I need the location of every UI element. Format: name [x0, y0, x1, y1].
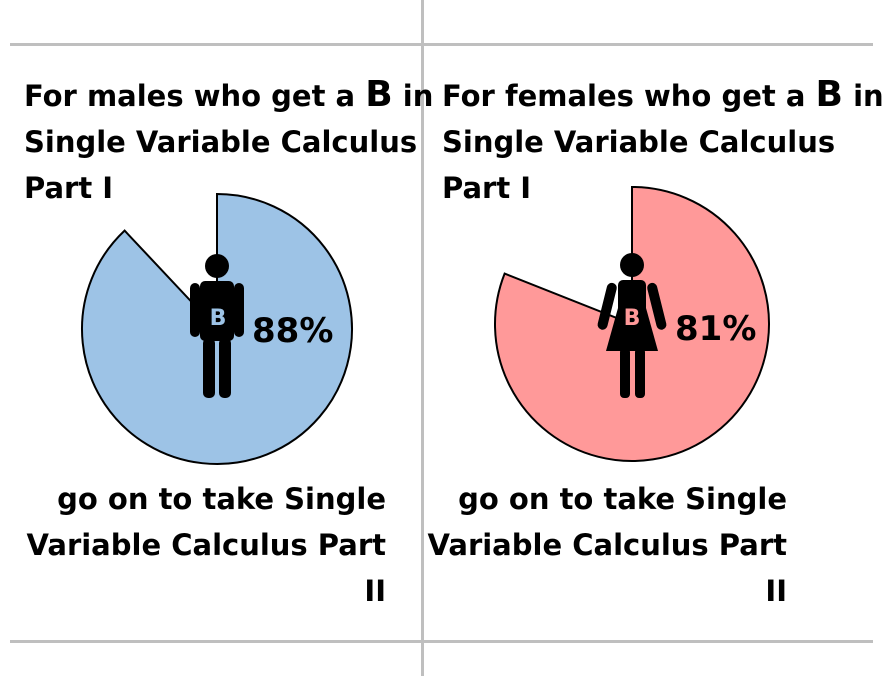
female-caption-line3: II — [765, 574, 787, 608]
female-percent-label: 81% — [675, 309, 756, 349]
female-figure-icon — [597, 253, 667, 398]
female-panel: For females who get a B in Single Variab… — [428, 46, 883, 640]
male-figure-icon — [190, 254, 244, 398]
female-heading-line1: For females who get a B in — [442, 72, 883, 119]
male-heading-grade: B — [365, 74, 393, 115]
female-caption: go on to take Single Variable Calculus P… — [428, 476, 787, 614]
female-heading-grade: B — [815, 74, 843, 115]
bottom-divider — [10, 640, 873, 643]
male-percent-label: 88% — [252, 311, 333, 351]
female-heading-line3: Part I — [442, 171, 532, 205]
female-heading-line2: Single Variable Calculus — [442, 125, 836, 159]
male-heading-line2: Single Variable Calculus — [24, 125, 418, 159]
male-heading-suffix: in — [402, 79, 434, 113]
male-pie-chart: B 88% — [81, 192, 353, 465]
female-caption-line1: go on to take Single — [458, 482, 787, 516]
male-caption: go on to take Single Variable Calculus P… — [27, 476, 386, 614]
female-heading-suffix: in — [853, 79, 883, 113]
female-badge: B — [624, 306, 641, 331]
female-heading-prefix: For females who get a — [442, 79, 806, 113]
center-divider — [421, 0, 424, 676]
female-heading: For females who get a B in Single Variab… — [442, 72, 883, 211]
male-heading-line3: Part I — [24, 171, 114, 205]
male-caption-line2: Variable Calculus Part — [26, 528, 386, 562]
male-caption-line1: go on to take Single — [57, 482, 386, 516]
male-badge: B — [210, 306, 227, 331]
male-heading: For males who get a B in Single Variable… — [24, 72, 433, 211]
male-heading-prefix: For males who get a — [24, 79, 356, 113]
top-divider — [10, 43, 873, 46]
female-pie-chart: B 81% — [494, 185, 770, 462]
male-panel: For males who get a B in Single Variable… — [14, 46, 433, 640]
male-caption-line3: II — [364, 574, 386, 608]
male-heading-line1: For males who get a B in — [24, 72, 433, 119]
female-caption-line2: Variable Calculus Part — [427, 528, 787, 562]
